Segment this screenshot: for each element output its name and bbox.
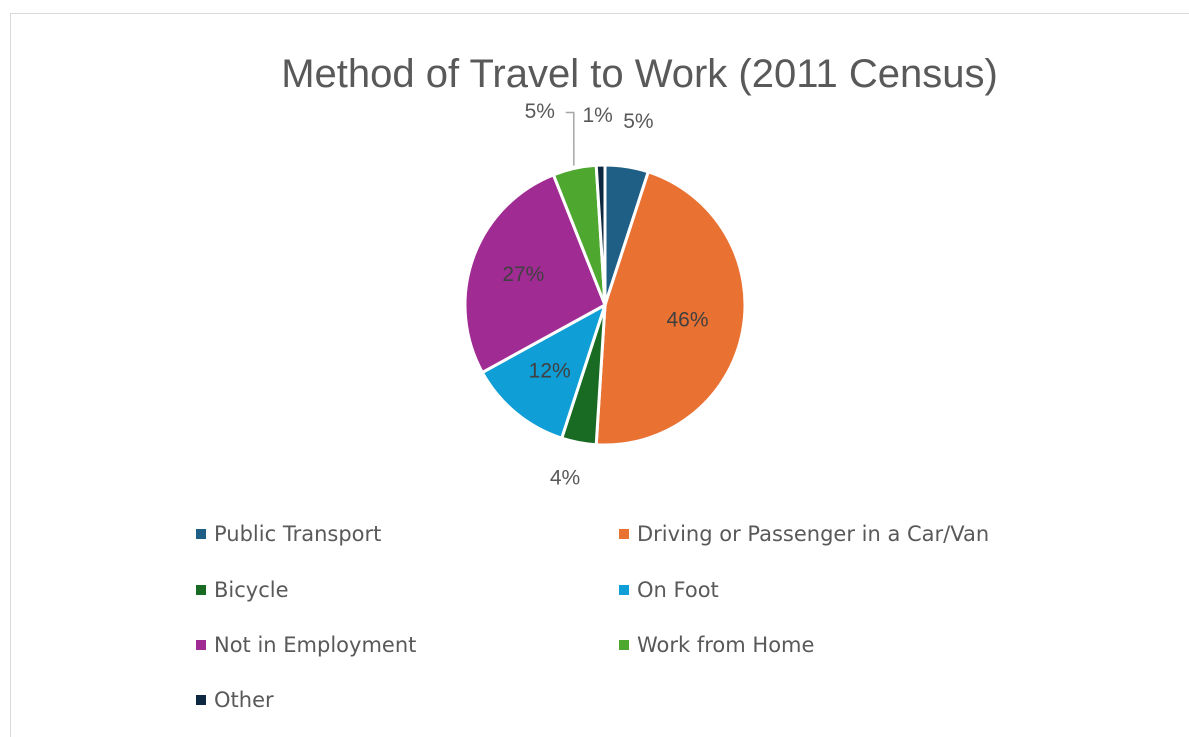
pie-slice-other <box>594 163 607 306</box>
legend-item-bicycle: Bicycle <box>196 578 289 602</box>
legend-label: Other <box>214 688 274 712</box>
legend-label: Driving or Passenger in a Car/Van <box>637 522 990 546</box>
pie-slice-on-foot <box>480 301 608 441</box>
legend-label: Not in Employment <box>214 633 417 657</box>
legend-swatch <box>619 529 629 539</box>
data-label-not-in-employment: 27% <box>502 263 544 286</box>
legend-item-other: Other <box>196 688 274 712</box>
legend-item-public-transport: Public Transport <box>196 522 381 546</box>
legend-item-not-in-employment: Not in Employment <box>196 633 416 657</box>
data-label-on-foot: 12% <box>529 359 571 382</box>
legend-label: On Foot <box>637 578 719 602</box>
legend-swatch <box>619 585 629 595</box>
legend-label: Work from Home <box>637 633 815 657</box>
legend-item-work-from-home: Work from Home <box>619 633 814 657</box>
legend-label: Bicycle <box>214 578 289 602</box>
data-label-driving-or-passenger-in-a-car-van: 46% <box>666 308 708 331</box>
data-label-other: 1% <box>582 104 612 127</box>
legend-swatch <box>619 640 629 650</box>
legend-swatch <box>196 529 206 539</box>
legend-swatch <box>196 695 206 705</box>
legend-label: Public Transport <box>214 522 382 546</box>
pie-chart: 5% 46% 4% 12% 27% 5% 1% <box>463 100 747 489</box>
legend-item-driving-or-passenger-in-a-car-van: Driving or Passenger in a Car/Van <box>619 522 989 546</box>
pie-slice-driving-or-passenger-in-a-car-van <box>594 169 747 447</box>
legend-swatch <box>196 640 206 650</box>
data-label-bicycle: 4% <box>550 466 580 489</box>
pie-slice-not-in-employment <box>463 172 607 375</box>
leader-line-work-from-home <box>565 111 575 166</box>
legend-item-on-foot: On Foot <box>619 578 719 602</box>
chart-title: Method of Travel to Work (2011 Census) <box>281 52 998 96</box>
legend-swatch <box>196 585 206 595</box>
data-label-work-from-home: 5% <box>525 100 555 123</box>
data-label-public-transport: 5% <box>623 110 653 133</box>
